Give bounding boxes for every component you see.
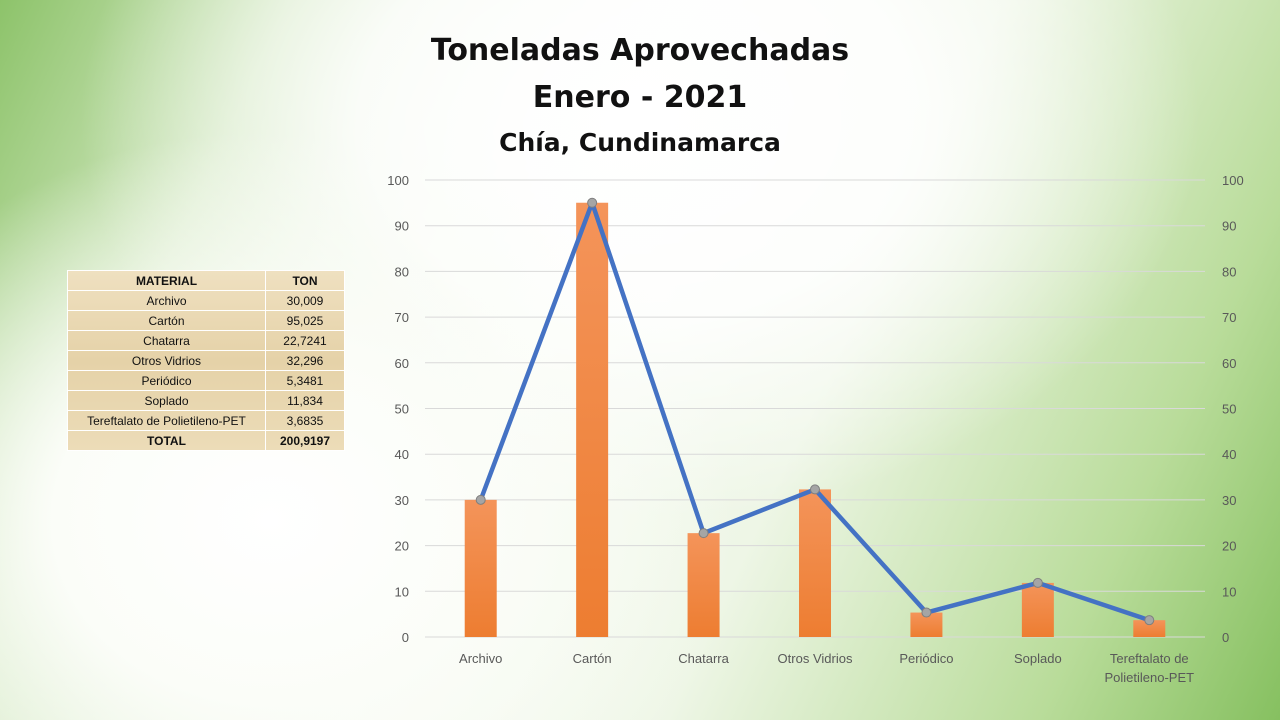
table-total-row: TOTAL 200,9197 <box>67 430 345 451</box>
table-cell-material: Otros Vidrios <box>67 350 266 371</box>
y2-tick-label: 20 <box>1222 539 1236 554</box>
y-tick-label: 100 <box>387 173 409 188</box>
y2-tick-label: 70 <box>1222 310 1236 325</box>
x-tick-label: Cartón <box>573 651 612 666</box>
table-row: Tereftalato de Polietileno-PET 3,6835 <box>67 410 345 431</box>
table-row: Cartón 95,025 <box>67 310 345 331</box>
line-point <box>1144 615 1155 626</box>
table-row: Otros Vidrios 32,296 <box>67 350 345 371</box>
table-row: Soplado 11,834 <box>67 390 345 411</box>
x-tick-label: Polietileno-PET <box>1104 670 1194 685</box>
y-tick-label: 70 <box>395 310 409 325</box>
chart-subtitle-period: Enero - 2021 <box>532 80 748 115</box>
table-cell-material: Tereftalato de Polietileno-PET <box>67 410 266 431</box>
bar-series <box>464 202 1166 637</box>
bar <box>576 202 609 637</box>
y-tick-label: 50 <box>395 402 409 417</box>
chart-subtitle-location: Chía, Cundinamarca <box>499 128 781 157</box>
y-tick-label: 10 <box>395 584 409 599</box>
line-point <box>810 484 820 495</box>
y-tick-label: 60 <box>395 356 409 371</box>
table-cell-ton: 32,296 <box>265 350 345 371</box>
line-point <box>698 528 709 539</box>
y2-tick-label: 100 <box>1222 173 1244 188</box>
y-tick-label: 40 <box>395 447 409 462</box>
table-total-label: TOTAL <box>67 430 266 451</box>
y2-tick-label: 30 <box>1222 493 1236 508</box>
chart-title: Toneladas Aprovechadas <box>430 33 850 68</box>
x-tick-label: Periódico <box>899 651 953 666</box>
table-cell-ton: 95,025 <box>265 310 345 331</box>
y-tick-label: 80 <box>395 264 409 279</box>
y-tick-label: 20 <box>395 539 409 554</box>
bar <box>687 533 720 637</box>
line-point <box>1032 577 1043 588</box>
y2-tick-label: 60 <box>1222 356 1236 371</box>
bar <box>464 499 497 637</box>
y2-tick-label: 40 <box>1222 447 1236 462</box>
table-cell-ton: 22,7241 <box>265 330 345 351</box>
bar <box>799 489 831 637</box>
axis-ticks: 0 0 10 10 20 20 30 30 40 40 50 50 60 60 70 70 80 80 90 90 10… <box>387 173 1243 645</box>
table-total-value: 200,9197 <box>265 430 345 451</box>
bar <box>1021 582 1054 637</box>
x-tick-label: Tereftalato de <box>1110 651 1189 666</box>
y2-tick-label: 0 <box>1222 630 1229 645</box>
line-point <box>921 607 932 618</box>
table-cell-ton: 11,834 <box>265 390 345 411</box>
x-tick-label: Archivo <box>459 651 502 666</box>
line-point <box>475 494 486 505</box>
x-tick-label: Chatarra <box>678 651 729 666</box>
y2-tick-label: 90 <box>1222 219 1236 234</box>
y2-tick-label: 50 <box>1222 402 1236 417</box>
y2-tick-label: 10 <box>1222 584 1236 599</box>
y-tick-label: 0 <box>402 630 409 645</box>
bar <box>1133 620 1166 637</box>
table-row: Archivo 30,009 <box>67 290 345 311</box>
line-point <box>587 197 598 208</box>
materials-table: MATERIAL TON Archivo 30,009 Cartón 95,02… <box>67 270 345 451</box>
category-labels: Archivo Cartón Chatarra Otros Vidrios Periód… <box>459 651 1194 685</box>
y-tick-label: 30 <box>395 493 409 508</box>
y-tick-label: 90 <box>395 219 409 234</box>
line-series <box>475 197 1155 626</box>
x-tick-label: Soplado <box>1014 651 1062 666</box>
y2-tick-label: 80 <box>1222 264 1236 279</box>
x-tick-label: Otros Vidrios <box>778 651 853 666</box>
